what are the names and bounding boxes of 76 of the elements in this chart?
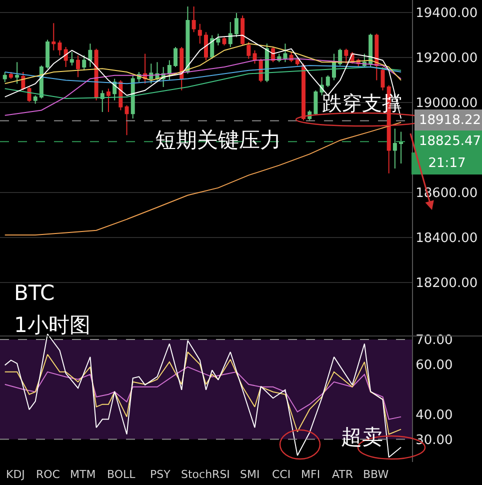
text: ATR (332, 468, 354, 481)
annotation: 1小时图 (14, 313, 90, 337)
text: 21:17 (428, 156, 466, 171)
candlestick (246, 42, 251, 60)
line-series (4, 122, 402, 236)
candlestick (210, 34, 214, 60)
y-tick-label: 19000.00 (416, 96, 478, 111)
ref-line-label: 18825.47 (418, 134, 482, 149)
candlestick (58, 40, 62, 56)
y-tick-label: 19200.00 (416, 50, 478, 66)
candlestick (228, 22, 232, 48)
line-series (4, 366, 402, 420)
line-series (4, 64, 402, 84)
candlestick (149, 63, 154, 84)
ref-line-label: 18918.22 (418, 113, 482, 128)
candlestick (283, 43, 288, 63)
text: MFI (301, 468, 320, 481)
candlestick (368, 33, 373, 68)
y-tick-label: 19400.00 (416, 6, 478, 21)
candlestick (15, 62, 20, 84)
candlestick (314, 90, 318, 116)
line-series (4, 34, 402, 120)
candlestick (399, 131, 404, 164)
candlestick (222, 36, 226, 46)
candlestick (46, 39, 50, 70)
candlestick (174, 46, 178, 68)
candlestick (198, 23, 202, 44)
text: BBW (363, 468, 389, 481)
candlestick (52, 22, 56, 51)
candlestick (94, 48, 98, 101)
candlestick (64, 46, 68, 68)
candlestick (8, 71, 13, 80)
candlestick (326, 74, 330, 88)
candlestick (295, 58, 300, 66)
line-series (4, 43, 402, 84)
line-series (4, 334, 402, 458)
text: StochRSI (181, 468, 230, 481)
y-tick-label: 18200.00 (416, 276, 478, 291)
candlestick (27, 86, 32, 102)
candlestick (252, 50, 257, 64)
candlestick (186, 6, 190, 74)
annotation: BTC (14, 281, 55, 305)
candlestick (240, 15, 245, 46)
candlestick (216, 33, 220, 46)
candlestick (234, 12, 238, 38)
candlestick (33, 94, 38, 104)
candlestick (100, 90, 104, 113)
candlestick (167, 60, 172, 81)
candlestick (130, 74, 135, 120)
text: BOLL (107, 468, 136, 481)
text: MTM (70, 468, 96, 481)
candlestick (124, 104, 129, 136)
candlestick (88, 43, 92, 68)
candlestick (2, 71, 7, 83)
y-tick-label: 18400.00 (416, 230, 478, 246)
text: CCI (272, 468, 291, 481)
text: PSY (150, 468, 171, 481)
candlestick (82, 54, 86, 71)
y-tick-label: 30.00 (416, 432, 453, 448)
y-tick-label: 60.00 (416, 358, 453, 373)
candlestick (76, 54, 80, 78)
line-series (4, 58, 402, 116)
candlestick (106, 88, 110, 113)
candlestick (344, 48, 348, 64)
candlestick (392, 128, 397, 169)
y-tick-label: 40.00 (416, 408, 453, 423)
text: SMI (240, 468, 260, 481)
text: ROC (36, 468, 60, 481)
candlestick (192, 6, 196, 33)
candlestick (70, 51, 74, 66)
annotation: 短期关键压力 (155, 128, 281, 152)
candlestick (302, 63, 306, 121)
candlestick (204, 32, 208, 61)
candlestick (374, 33, 379, 81)
text: KDJ (6, 468, 25, 481)
candlestick (180, 46, 184, 91)
